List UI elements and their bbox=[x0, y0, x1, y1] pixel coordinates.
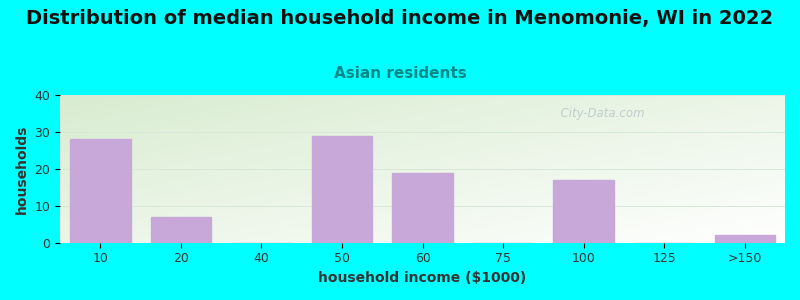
Bar bbox=[392, 172, 453, 243]
Bar bbox=[312, 136, 372, 243]
Bar bbox=[70, 139, 130, 243]
Bar bbox=[714, 235, 775, 243]
Bar bbox=[150, 217, 211, 243]
Y-axis label: households: households bbox=[15, 124, 29, 214]
Text: City-Data.com: City-Data.com bbox=[553, 107, 645, 120]
Bar bbox=[554, 180, 614, 243]
X-axis label: household income ($1000): household income ($1000) bbox=[318, 271, 526, 285]
Text: Asian residents: Asian residents bbox=[334, 66, 466, 81]
Text: Distribution of median household income in Menomonie, WI in 2022: Distribution of median household income … bbox=[26, 9, 774, 28]
